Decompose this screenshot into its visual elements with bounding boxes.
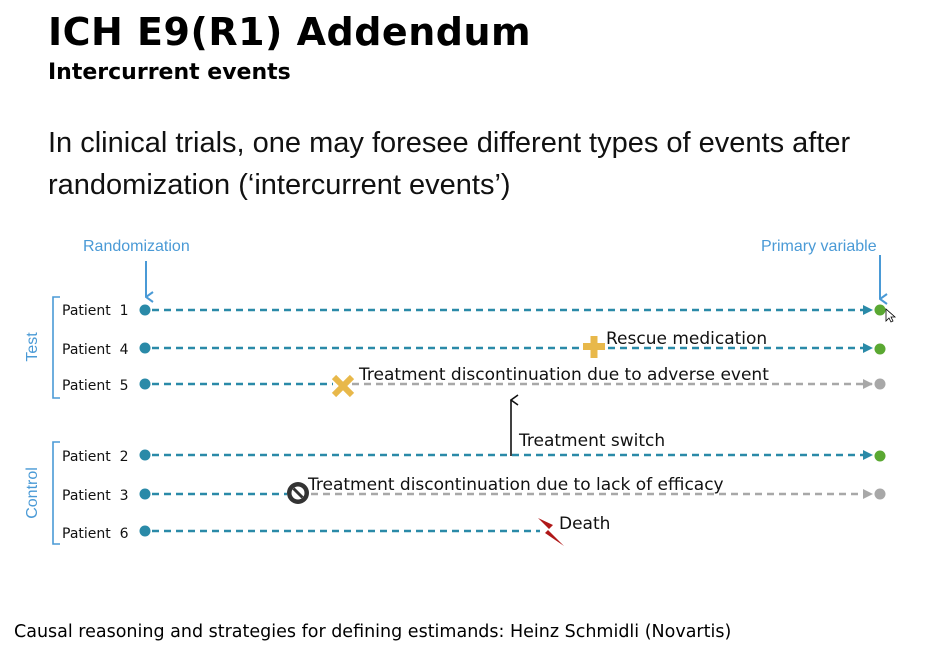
randomization-label: Randomization <box>83 238 190 255</box>
patient-label: Patient 3 <box>62 488 129 504</box>
slide-title: ICH E9(R1) Addendum <box>48 10 532 54</box>
endpoint-dot <box>874 378 886 390</box>
start-dot <box>139 488 151 500</box>
rescue-medication-label: Rescue medication <box>606 329 767 349</box>
patient-label: Patient 6 <box>62 526 129 542</box>
start-dot <box>139 525 151 537</box>
plus-icon <box>583 336 605 358</box>
patient-label: Patient 2 <box>62 449 129 465</box>
test-group-label: Test <box>24 332 41 362</box>
discontinuation-efficacy-label: Treatment discontinuation due to lack of… <box>307 475 724 495</box>
endpoint-dot <box>874 450 886 462</box>
test-group-bracket <box>52 296 60 399</box>
intro-text: In clinical trials, one may foresee diff… <box>48 127 851 201</box>
start-dot <box>139 342 151 354</box>
mouse-cursor-icon <box>885 308 897 323</box>
treatment-switch-label: Treatment switch <box>518 431 665 451</box>
control-group-label: Control <box>24 467 41 519</box>
patient-label: Patient 1 <box>62 303 129 319</box>
footer-citation: Causal reasoning and strategies for defi… <box>14 622 732 642</box>
slide-subtitle: Intercurrent events <box>48 60 291 85</box>
discontinuation-adverse-label: Treatment discontinuation due to adverse… <box>358 365 769 385</box>
x-icon <box>331 374 355 398</box>
endpoint-dot <box>874 304 886 316</box>
prohibited-icon <box>287 482 309 504</box>
endpoint-dot <box>874 488 886 500</box>
start-dot <box>139 304 151 316</box>
death-label: Death <box>559 514 610 534</box>
start-dot <box>139 378 151 390</box>
endpoint-dot <box>874 343 886 355</box>
start-dot <box>139 449 151 461</box>
primary-variable-label: Primary variable <box>761 238 877 255</box>
control-group-bracket <box>52 441 60 545</box>
patient-label: Patient 5 <box>62 378 129 394</box>
patient-label: Patient 4 <box>62 342 129 358</box>
